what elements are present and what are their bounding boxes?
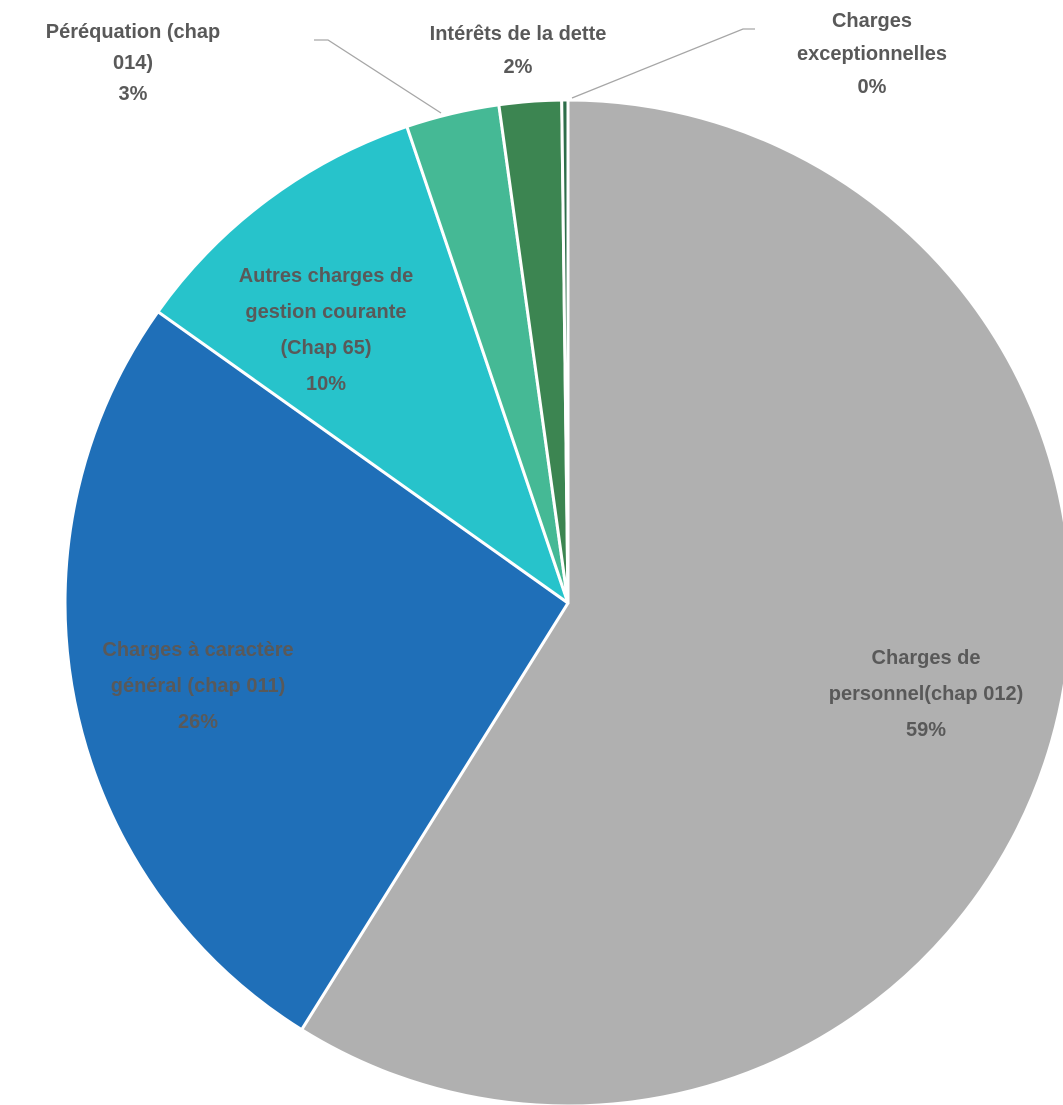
slice-label-interets-de-la-dette: Intérêts de la dette 2% bbox=[430, 23, 607, 78]
slice-label-charges-de-personnel-chap-012: Charges de personnel(chap 012) 59% bbox=[829, 647, 1024, 741]
slice-name-line: Charges bbox=[832, 10, 912, 32]
slice-name-line: Charges à caractère bbox=[102, 639, 293, 661]
slice-labels: Charges de personnel(chap 012) 59%Charges … bbox=[46, 10, 1024, 741]
slice-name-line: personnel(chap 012) bbox=[829, 683, 1024, 705]
slice-value-label: 26% bbox=[178, 711, 218, 733]
slice-name-line: (Chap 65) bbox=[280, 337, 371, 359]
slice-label-charges-a-caractere-general-chap-011: Charges à caractère général (chap 011) 26% bbox=[102, 639, 293, 733]
leader-lines bbox=[314, 28, 755, 114]
slice-name-line: gestion courante bbox=[245, 301, 406, 323]
leader-line-perequation-chap-014 bbox=[314, 39, 442, 114]
slice-value-label: 10% bbox=[306, 373, 346, 395]
pie-slice-charges-de-personnel-chap-012 bbox=[300, 98, 1063, 1105]
slice-name-line: Autres charges de bbox=[239, 265, 414, 287]
slice-name-line: Charges de bbox=[872, 647, 981, 669]
slice-label-perequation-chap-014: Péréquation (chap 014) 3% bbox=[46, 21, 220, 105]
slice-label-autres-charges-de-gestion-courante-chap-65: Autres charges de gestion courante (Chap 6… bbox=[239, 265, 414, 395]
pie-slice-charges-a-caractere-general-chap-011 bbox=[63, 310, 570, 1032]
leader-line-charges-exceptionnelles bbox=[571, 28, 755, 99]
slice-label-charges-exceptionnelles: Charges exceptionnelles 0% bbox=[797, 10, 947, 98]
slice-name-line: exceptionnelles bbox=[797, 43, 947, 65]
slice-name-line: général (chap 011) bbox=[111, 675, 286, 697]
pie-slice-charges-exceptionnelles bbox=[560, 98, 570, 605]
slice-value-label: 3% bbox=[119, 83, 148, 105]
slice-name-line: Péréquation (chap bbox=[46, 21, 220, 43]
slice-value-label: 2% bbox=[504, 56, 533, 78]
pie-slices bbox=[63, 98, 1063, 1105]
slice-value-label: 0% bbox=[858, 76, 887, 98]
slice-value-label: 59% bbox=[906, 719, 946, 741]
pie-slice-autres-charges-de-gestion-courante-chap-65 bbox=[156, 125, 570, 605]
slice-name-line: Intérêts de la dette bbox=[430, 23, 607, 45]
slice-name-line: 014) bbox=[113, 52, 153, 74]
